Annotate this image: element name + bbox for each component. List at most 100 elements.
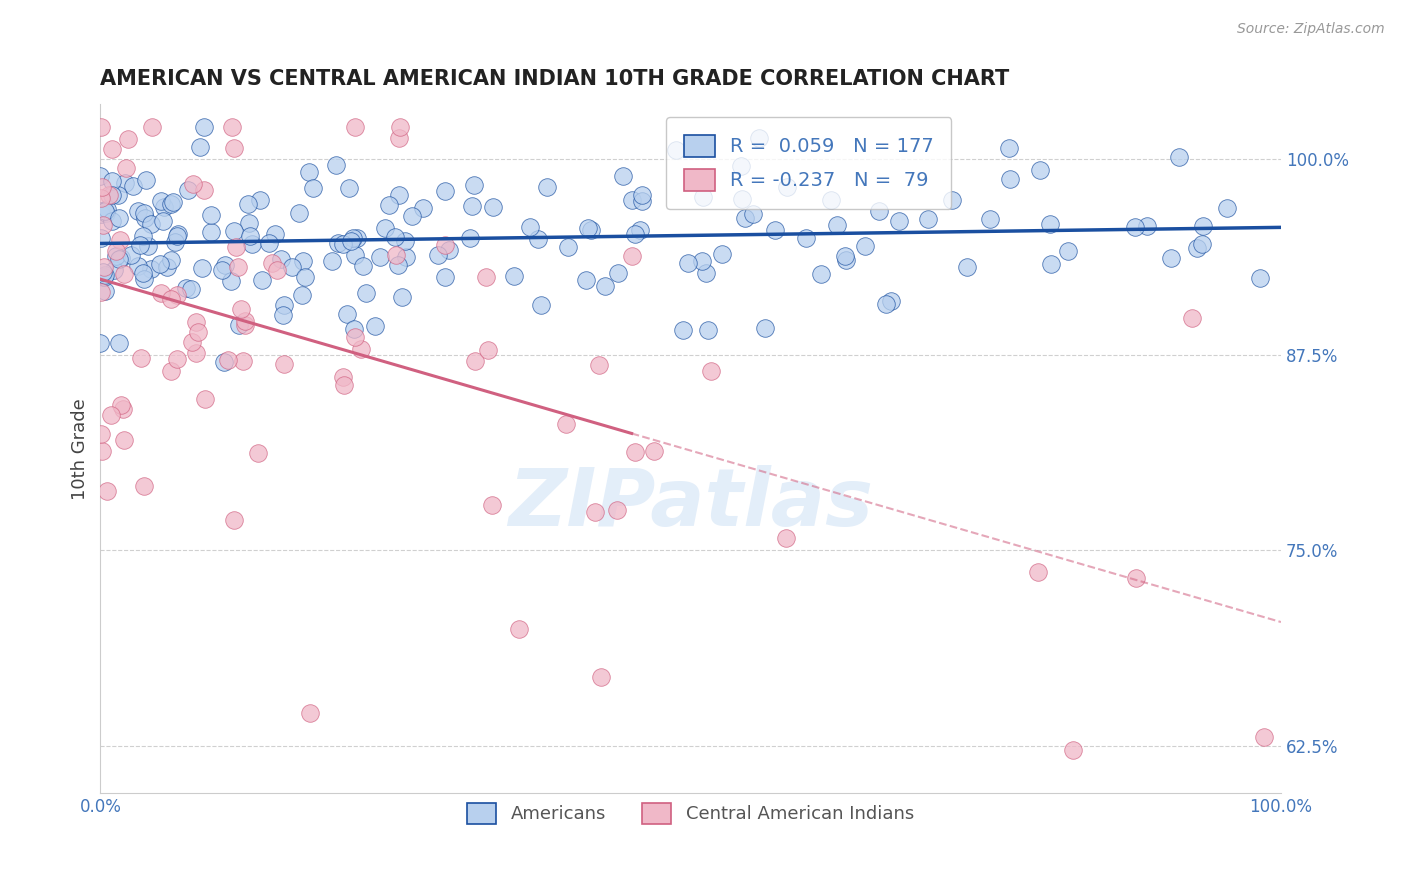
Point (104, 244, 127, 259)
Point (339, 234, 361, 248)
Point (266, 263, 288, 277)
Point (463, 178, 485, 193)
Point (270, 252, 292, 266)
Point (536, 179, 558, 194)
Point (184, 345, 207, 359)
Point (326, 236, 349, 251)
Point (181, 334, 204, 349)
Point (620, 193, 643, 207)
Point (763, 223, 786, 237)
Point (834, 252, 856, 267)
Point (1125, 571, 1147, 585)
Point (93, 269, 115, 284)
Point (941, 193, 963, 207)
Point (150, 285, 173, 300)
Point (321, 254, 343, 268)
Point (135, 173, 157, 187)
Point (294, 269, 316, 284)
Point (156, 260, 179, 274)
Point (233, 318, 256, 332)
Point (166, 287, 188, 301)
Point (624, 227, 647, 241)
Point (1168, 150, 1191, 164)
Point (108, 336, 131, 351)
Point (917, 211, 939, 226)
Point (184, 315, 207, 329)
Point (475, 269, 498, 284)
Point (620, 249, 643, 263)
Point (159, 252, 181, 267)
Point (103, 262, 125, 277)
Point (117, 131, 139, 145)
Point (481, 498, 503, 512)
Point (89, 270, 111, 285)
Point (426, 248, 449, 262)
Point (503, 268, 526, 283)
Point (249, 194, 271, 208)
Point (200, 225, 222, 239)
Point (141, 217, 163, 231)
Point (90, 285, 112, 299)
Point (834, 249, 856, 263)
Point (200, 208, 222, 222)
Point (433, 269, 456, 284)
Point (482, 200, 505, 214)
Point (141, 120, 163, 135)
Point (690, 253, 713, 268)
Point (228, 318, 250, 332)
Point (132, 272, 155, 286)
Point (1216, 201, 1239, 215)
Point (100, 174, 122, 188)
Point (730, 159, 752, 173)
Legend: Americans, Central American Indians: Americans, Central American Indians (458, 794, 922, 832)
Point (530, 298, 553, 312)
Point (96, 483, 118, 498)
Point (136, 239, 159, 253)
Point (127, 203, 149, 218)
Point (222, 224, 245, 238)
Point (1192, 219, 1215, 234)
Point (695, 266, 717, 280)
Point (378, 197, 401, 211)
Point (332, 236, 354, 251)
Point (880, 293, 903, 308)
Point (433, 237, 456, 252)
Point (575, 273, 598, 287)
Point (91, 179, 114, 194)
Point (131, 228, 153, 243)
Point (343, 330, 366, 344)
Point (853, 239, 876, 253)
Point (224, 240, 246, 254)
Point (1191, 237, 1213, 252)
Point (354, 286, 377, 301)
Point (672, 323, 695, 337)
Point (343, 120, 366, 135)
Point (298, 165, 321, 179)
Point (224, 141, 246, 155)
Point (748, 130, 770, 145)
Point (1028, 162, 1050, 177)
Point (120, 248, 142, 262)
Point (90, 207, 112, 221)
Point (250, 273, 273, 287)
Point (167, 227, 190, 241)
Point (108, 233, 131, 247)
Point (89, 169, 111, 183)
Point (162, 195, 184, 210)
Point (288, 206, 311, 220)
Point (94, 284, 117, 298)
Point (591, 670, 613, 684)
Point (631, 194, 654, 208)
Point (260, 255, 283, 269)
Point (734, 211, 756, 226)
Point (578, 220, 600, 235)
Point (1185, 241, 1208, 255)
Point (163, 235, 186, 249)
Point (363, 318, 385, 333)
Point (281, 260, 304, 274)
Point (875, 297, 897, 311)
Point (607, 267, 630, 281)
Point (90, 427, 112, 442)
Point (273, 357, 295, 371)
Point (346, 230, 368, 244)
